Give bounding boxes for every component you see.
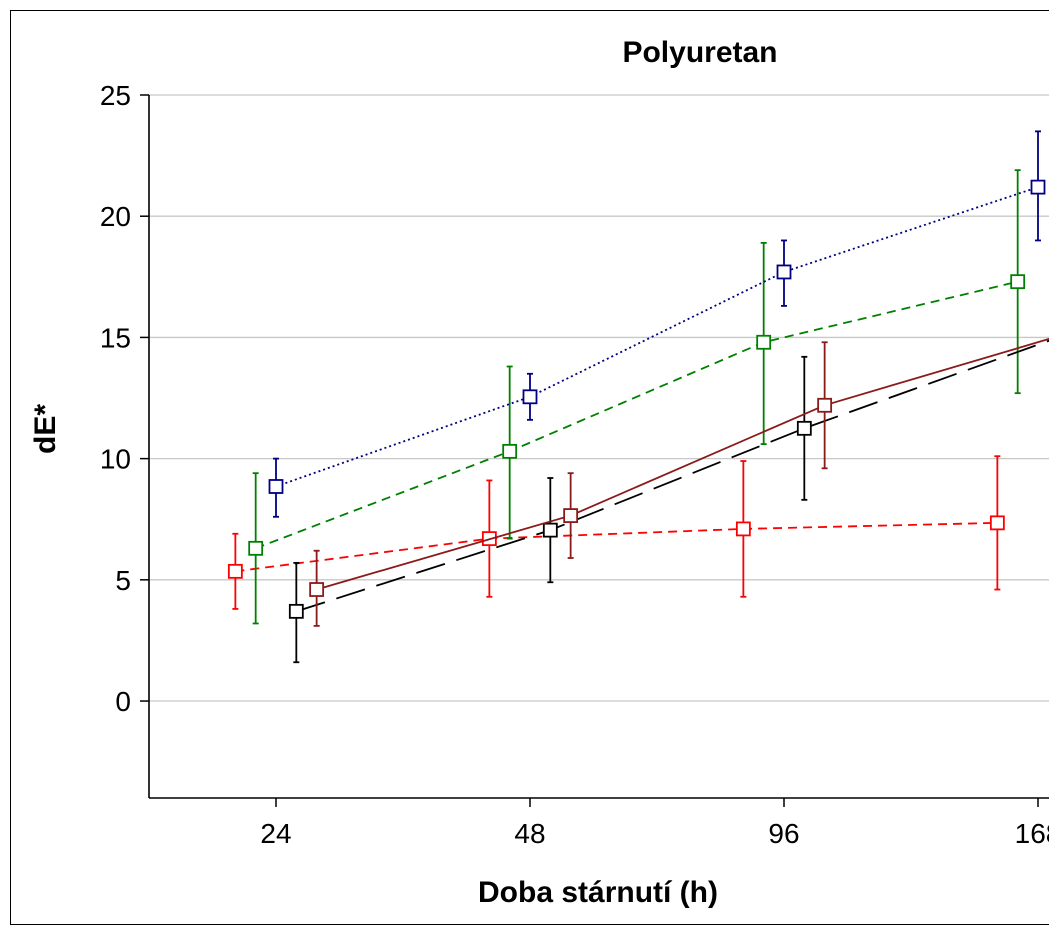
data-point bbox=[309, 582, 325, 597]
data-point bbox=[817, 397, 833, 413]
series-3 bbox=[268, 130, 1046, 518]
data-point bbox=[756, 334, 772, 350]
data-point bbox=[502, 443, 518, 459]
data-point bbox=[522, 389, 538, 405]
series-line bbox=[255, 280, 1018, 550]
x-tick-label: 48 bbox=[514, 818, 545, 849]
y-tick-label: 0 bbox=[115, 686, 131, 717]
data-point bbox=[776, 264, 792, 280]
series-4 bbox=[288, 339, 1049, 664]
x-tick-label: 168 bbox=[1015, 818, 1049, 849]
series-layer bbox=[227, 130, 1049, 664]
data-point bbox=[248, 540, 264, 556]
chart: 0 5 10 15 20 25 24 48 96 168 Polyuretan Doba stá… bbox=[29, 36, 1049, 909]
series-2 bbox=[248, 169, 1026, 625]
data-point bbox=[563, 508, 579, 523]
data-point bbox=[989, 515, 1005, 531]
y-tick-label: 15 bbox=[100, 322, 131, 353]
y-tick-label: 10 bbox=[100, 444, 131, 475]
data-point bbox=[796, 420, 812, 436]
series-line bbox=[316, 337, 1049, 591]
series-5 bbox=[309, 337, 1049, 627]
series-line bbox=[235, 521, 998, 573]
series-1 bbox=[227, 455, 1005, 610]
x-tick-label: 96 bbox=[768, 818, 799, 849]
y-tick-label: 20 bbox=[100, 201, 131, 232]
data-point bbox=[227, 563, 243, 579]
data-point bbox=[1010, 274, 1026, 290]
chart-frame: 0 5 10 15 20 25 24 48 96 168 Polyuretan Doba stá… bbox=[10, 10, 1049, 925]
data-point bbox=[1030, 179, 1046, 195]
y-ticks: 0 5 10 15 20 25 bbox=[100, 80, 149, 717]
x-axis-label: Doba stárnutí (h) bbox=[478, 876, 718, 909]
y-tick-label: 25 bbox=[100, 80, 131, 111]
data-point bbox=[268, 479, 284, 494]
series-line bbox=[275, 186, 1039, 488]
axes bbox=[148, 95, 1049, 799]
x-tick-label: 24 bbox=[260, 818, 291, 849]
data-point bbox=[288, 603, 304, 619]
x-ticks: 24 48 96 168 bbox=[260, 798, 1049, 849]
series-line bbox=[296, 339, 1049, 613]
grid-lines bbox=[149, 94, 1049, 702]
y-axis-label: dE* bbox=[29, 404, 62, 454]
data-point bbox=[542, 522, 558, 538]
data-point bbox=[735, 521, 751, 537]
y-tick-label: 5 bbox=[115, 565, 131, 596]
chart-title: Polyuretan bbox=[622, 36, 777, 69]
